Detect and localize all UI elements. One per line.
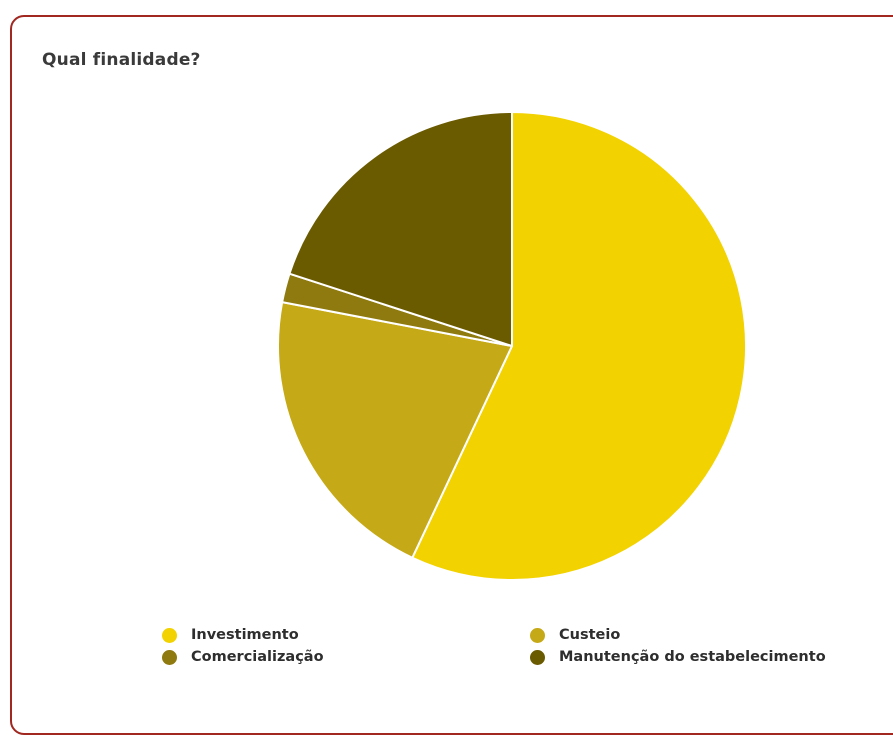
pie-chart: [277, 111, 748, 581]
pie-slice-investimento[interactable]: [411, 111, 748, 581]
legend-swatch-custeio: [530, 627, 545, 643]
legend-label-investimento: Investimento: [191, 627, 299, 643]
legend-label-custeio: Custeio: [559, 627, 621, 643]
legend-label-comercializacao: Comercialização: [191, 649, 324, 665]
legend: Investimento Custeio Comercialização Man…: [162, 626, 882, 666]
legend-swatch-comercializacao: [162, 649, 177, 665]
legend-item-comercializacao[interactable]: Comercialização: [162, 648, 530, 666]
pie-slice-custeio[interactable]: [277, 301, 513, 559]
chart-title: Qual finalidade?: [42, 50, 201, 70]
legend-swatch-investimento: [162, 627, 177, 643]
legend-item-investimento[interactable]: Investimento: [162, 626, 530, 644]
pie-slice-manutencao-do-estabelecimento[interactable]: [288, 111, 513, 347]
pie-slices: [277, 111, 748, 581]
legend-label-manutencao: Manutenção do estabelecimento: [559, 649, 826, 665]
legend-item-manutencao[interactable]: Manutenção do estabelecimento: [530, 648, 882, 666]
legend-swatch-manutencao: [530, 649, 545, 665]
legend-item-custeio[interactable]: Custeio: [530, 626, 882, 644]
